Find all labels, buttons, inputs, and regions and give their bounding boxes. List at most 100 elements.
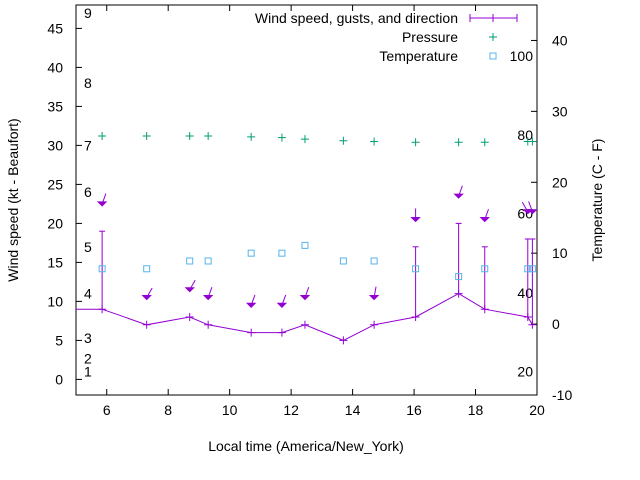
pressure-point: [185, 132, 194, 141]
axes-frame: 6 8 10 12 14 16 18 20051015202530354045-1001020…: [47, 4, 572, 418]
direction-arrow-head: [410, 217, 421, 223]
direction-arrow-head: [479, 217, 490, 223]
y-left-tick-label: 15: [47, 254, 63, 270]
fahrenheit-label: 80: [517, 127, 533, 143]
legend-label-wind: Wind speed, gusts, and direction: [255, 10, 458, 26]
beaufort-label: 4: [84, 286, 92, 302]
x-tick-label: 8: [164, 402, 172, 418]
temperature-point: [247, 249, 255, 257]
pressure-point: [142, 132, 151, 141]
direction-arrow-head: [245, 302, 257, 309]
temperature-point: [524, 265, 532, 273]
y-left-tick-label: 20: [47, 215, 63, 231]
wind-point: [339, 336, 348, 345]
temperature-point: [186, 257, 194, 265]
x-tick-label: 12: [283, 402, 299, 418]
temperature-point: [339, 257, 347, 265]
wind-point: [300, 320, 309, 329]
direction-arrow-head: [184, 287, 195, 293]
x-tick-label: 14: [345, 402, 361, 418]
fahrenheit-label: 20: [517, 364, 533, 380]
axis-labels: Local time (America/New_York) Wind speed…: [5, 118, 605, 454]
y-right-tick-label: 30: [552, 103, 568, 119]
y-right-tick-label: -10: [552, 387, 572, 403]
y-left-tick-label: 45: [47, 20, 63, 36]
legend-label-temperature: Temperature: [379, 48, 458, 64]
legend-entry-temperature: Temperature: [379, 48, 458, 64]
y-right-tick-label: 20: [552, 174, 568, 190]
temperature-point: [98, 265, 106, 273]
temperature-point: [455, 273, 463, 281]
legend: Wind speed, gusts, and direction Pressur…: [255, 10, 518, 64]
wind-point: [277, 328, 286, 337]
pressure-point: [204, 132, 213, 141]
pressure-point: [339, 136, 348, 145]
y-left-tick-label: 10: [47, 293, 63, 309]
x-tick-label: 18: [468, 402, 484, 418]
x-axis-label: Local time (America/New_York): [208, 438, 404, 454]
direction-arrow-head: [96, 201, 108, 207]
direction-arrow-head: [202, 295, 214, 301]
temperature-point: [528, 265, 536, 273]
direction-arrow-head: [299, 295, 311, 301]
y-right-tick-label: 10: [552, 245, 568, 261]
y-right-tick-label: 0: [552, 316, 560, 332]
legend-marker-pressure: [489, 33, 497, 41]
y-left-tick-label: 25: [47, 176, 63, 192]
direction-arrow-head: [141, 295, 152, 301]
temperature-point: [412, 265, 420, 273]
wind-point: [142, 320, 151, 329]
temperature-point: [204, 257, 212, 265]
legend-entry-wind: Wind speed, gusts, and direction: [255, 10, 458, 26]
beaufort-label: 3: [84, 330, 92, 346]
wind-point: [247, 328, 256, 337]
pressure-point: [411, 138, 420, 147]
y-left-tick-label: 30: [47, 137, 63, 153]
legend-label-pressure: Pressure: [402, 29, 458, 45]
temperature-point: [481, 265, 489, 273]
legend-marker-temperature: [489, 52, 497, 60]
y-left-tick-label: 35: [47, 98, 63, 114]
y-axis-label-left: Wind speed (kt - Beaufort): [5, 118, 21, 281]
y-left-tick-label: 0: [55, 371, 63, 387]
plot-border: [75, 4, 538, 396]
beaufort-label: 6: [84, 184, 92, 200]
legend-entry-pressure: Pressure: [402, 29, 458, 45]
x-tick-label: 20: [529, 402, 545, 418]
x-tick-label: 6: [103, 402, 111, 418]
direction-arrow-head: [368, 295, 380, 301]
direction-arrow-head: [276, 302, 288, 309]
wind-speed-line: [101, 293, 533, 341]
temperature-point: [301, 241, 309, 249]
fahrenheit-label: 100: [510, 48, 534, 64]
y-left-tick-label: 5: [55, 332, 63, 348]
plot-area: [76, 132, 538, 345]
beaufort-label: 7: [84, 137, 92, 153]
beaufort-label: 1: [84, 364, 92, 380]
direction-arrow-head: [453, 193, 464, 199]
wind-point: [204, 320, 213, 329]
temperature-point: [278, 249, 286, 257]
fahrenheit-label: 40: [517, 285, 533, 301]
pressure-point: [300, 135, 309, 144]
wind-point: [185, 313, 194, 321]
temperature-point: [370, 257, 378, 265]
x-tick-label: 10: [222, 402, 238, 418]
pressure-point: [370, 137, 379, 146]
direction-arrow-head: [527, 209, 538, 215]
x-tick-label: 16: [406, 402, 422, 418]
pressure-point: [528, 137, 537, 146]
pressure-point: [454, 138, 463, 147]
pressure-point: [247, 132, 256, 141]
pressure-point: [277, 133, 286, 142]
temperature-point: [143, 265, 151, 273]
y-left-tick-label: 40: [47, 59, 63, 75]
beaufort-label: 5: [84, 239, 92, 255]
y-right-tick-label: 40: [552, 32, 568, 48]
pressure-point: [480, 138, 489, 147]
wind-point: [370, 320, 379, 329]
beaufort-label: 8: [84, 75, 92, 91]
y-axis-label-right: Temperature (C - F): [589, 139, 605, 262]
pressure-point: [98, 132, 107, 141]
